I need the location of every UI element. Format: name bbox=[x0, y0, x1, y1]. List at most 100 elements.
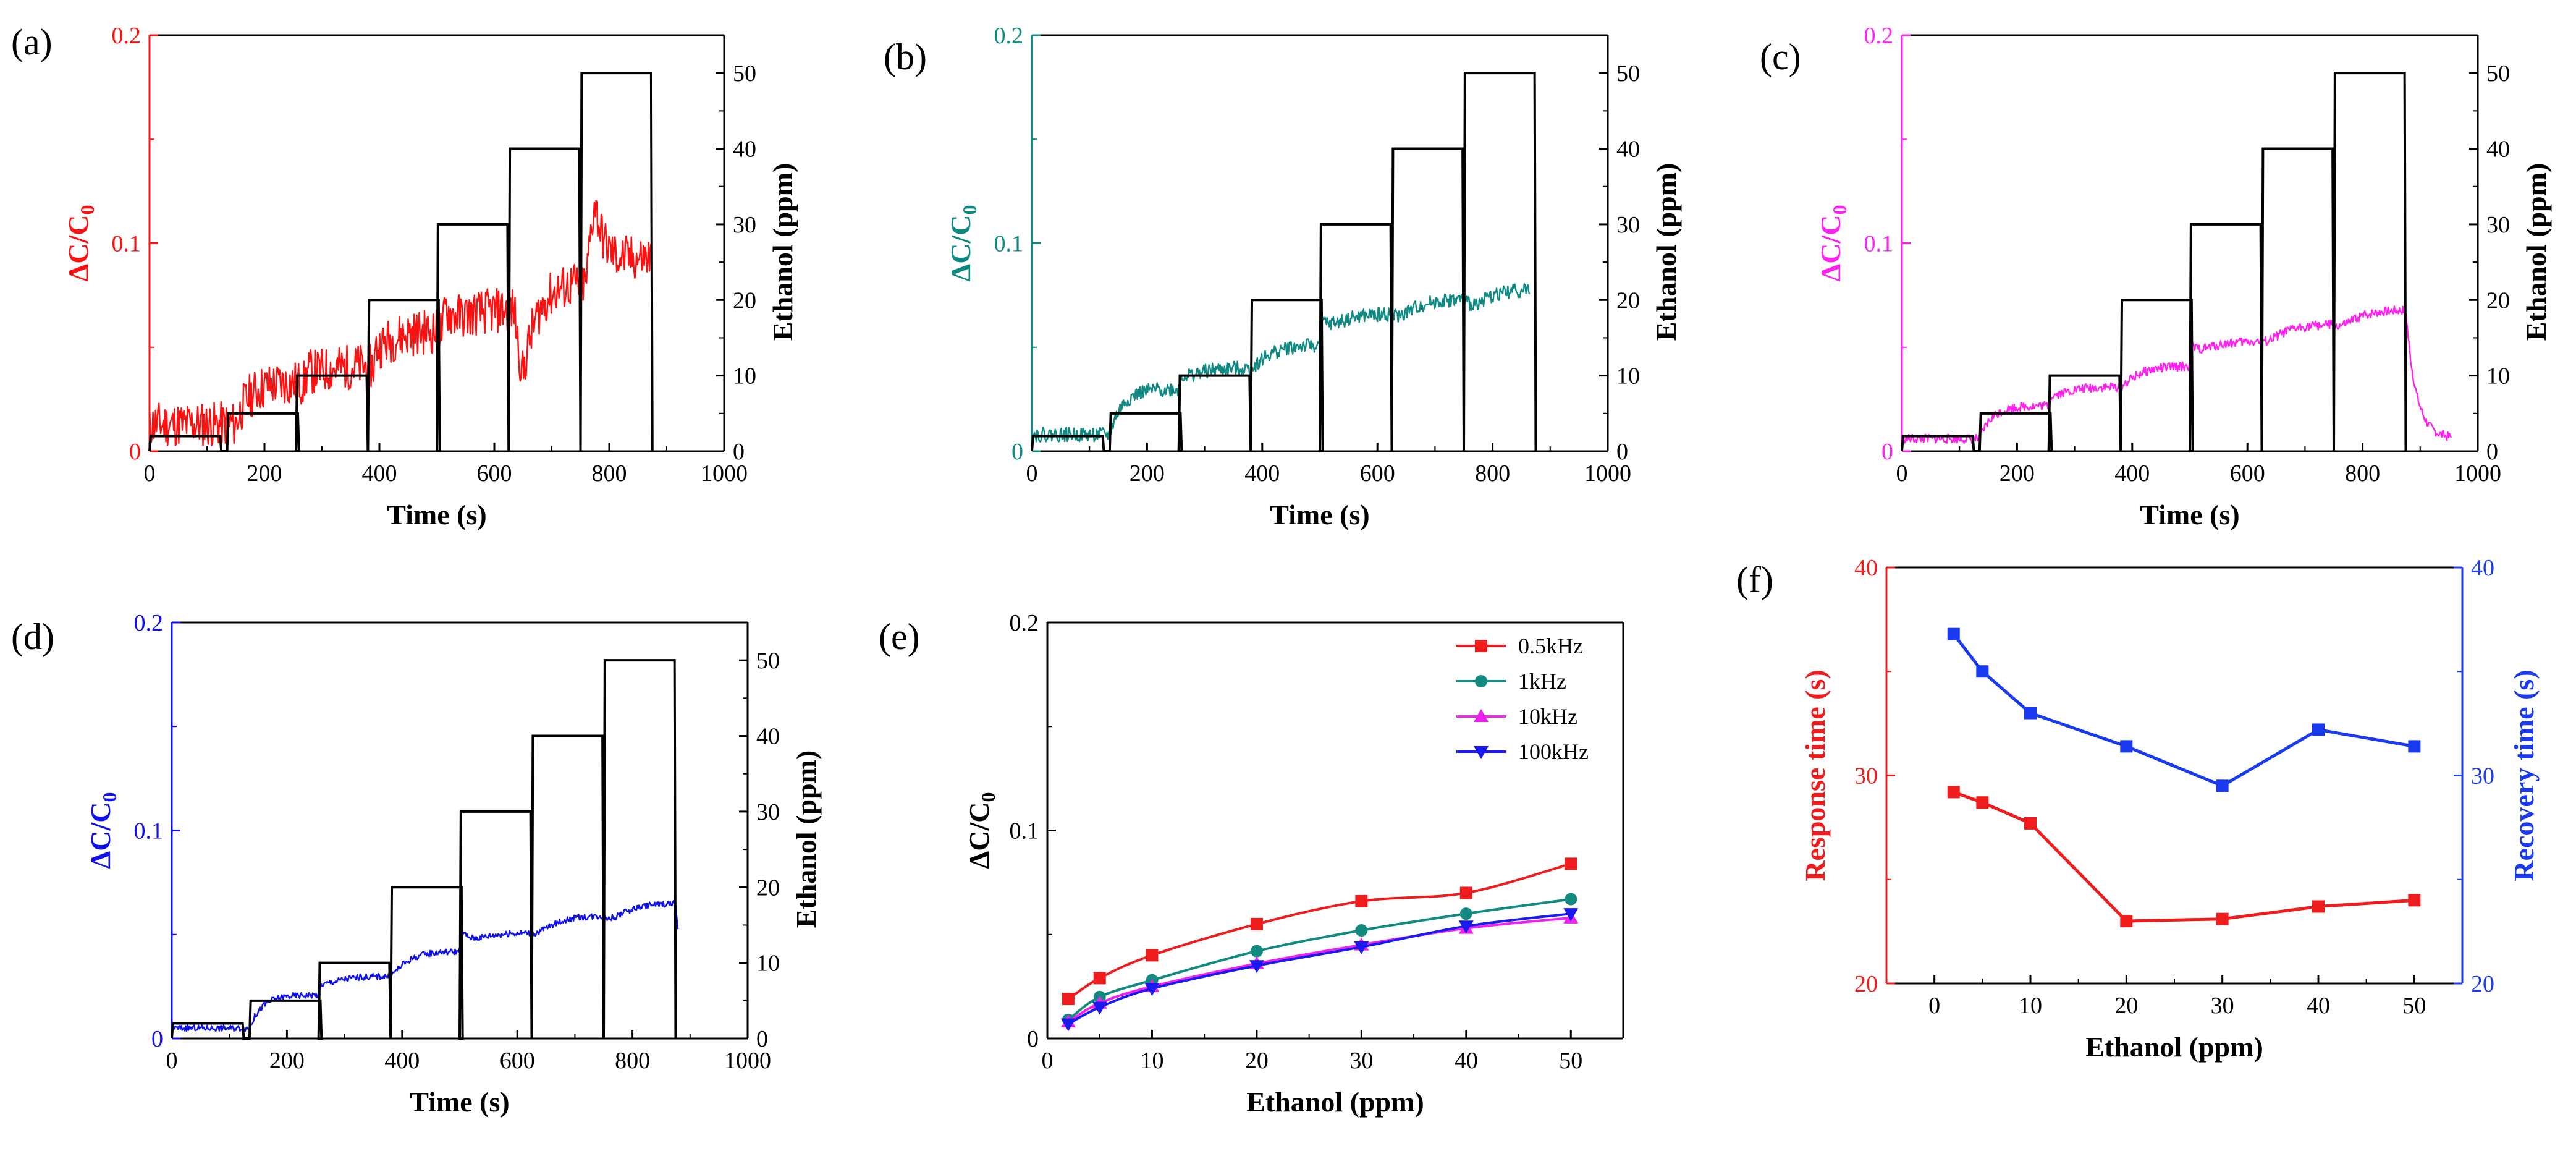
x-tick-label: 200 bbox=[269, 1048, 305, 1074]
legend: 0.5kHz 1kHz 10kHz 100kHz bbox=[1456, 634, 1589, 764]
y2-tick-label: 10 bbox=[1616, 363, 1640, 389]
x-tick-label: 0 bbox=[1042, 1048, 1054, 1074]
ylabel-subscript: 0 bbox=[98, 792, 120, 802]
ylabel-main: ΔC/C bbox=[62, 214, 94, 281]
y-axis-label: ΔC/C0 bbox=[62, 205, 98, 281]
ylabel-main: ΔC/C bbox=[945, 214, 976, 281]
x-tick-label: 800 bbox=[615, 1048, 650, 1074]
marker-triangle-down bbox=[1563, 908, 1579, 922]
y2-tick-label: 20 bbox=[733, 287, 756, 313]
y2-tick-label: 40 bbox=[2486, 137, 2510, 163]
chart-e: 0 10 20 30 40 50 0 0.1 0.2 Ethanol (ppm) 0.5kHz 1kH… bbox=[1010, 610, 1624, 1118]
y2-tick-label: 0 bbox=[756, 1026, 768, 1052]
series-response-time bbox=[1947, 786, 2421, 928]
x-tick-label: 40 bbox=[2307, 993, 2330, 1019]
concentration-step-line bbox=[171, 659, 677, 1040]
y2-tick-label: 40 bbox=[733, 137, 756, 163]
marker-square bbox=[2024, 817, 2037, 830]
x-tick-label: 400 bbox=[1244, 461, 1280, 486]
x-tick-label: 200 bbox=[2000, 461, 2035, 486]
legend-label: 0.5kHz bbox=[1518, 634, 1583, 658]
marker-square bbox=[2216, 912, 2229, 925]
marker-square bbox=[1355, 894, 1368, 907]
x-tick-label: 30 bbox=[1349, 1048, 1373, 1074]
y-tick-label: 0.1 bbox=[1010, 818, 1039, 844]
ylabel-main: ΔC/C bbox=[963, 802, 995, 869]
marker-square bbox=[2120, 915, 2133, 928]
x-axis-label: Time (s) bbox=[387, 499, 486, 530]
series-line bbox=[1952, 633, 2415, 788]
marker-square bbox=[2312, 900, 2325, 913]
ylabel-subscript: 0 bbox=[1828, 205, 1851, 214]
y-tick-label: 0.2 bbox=[994, 23, 1024, 49]
y2-tick-label: 50 bbox=[756, 648, 780, 674]
x-tick-label: 40 bbox=[1455, 1048, 1478, 1074]
x-tick-label: 1000 bbox=[1584, 461, 1631, 486]
y2-tick-label: 10 bbox=[756, 951, 780, 977]
y2-tick-label: 40 bbox=[2471, 555, 2494, 581]
x-tick-label: 1000 bbox=[701, 461, 748, 486]
y-tick-label: 0.2 bbox=[112, 23, 141, 49]
panel-label-e: (e) bbox=[879, 616, 920, 657]
y2-tick-label: 10 bbox=[2486, 363, 2510, 389]
series-line bbox=[1953, 791, 2415, 923]
series-100kHz bbox=[1060, 908, 1579, 1032]
x-tick-label: 10 bbox=[1140, 1048, 1163, 1074]
x-tick-label: 50 bbox=[2402, 993, 2426, 1019]
y-tick-label: 20 bbox=[1854, 971, 1878, 997]
x-tick-label: 1000 bbox=[2454, 461, 2501, 486]
marker-triangle-down bbox=[1144, 983, 1160, 996]
y-tick-label: 0 bbox=[1881, 439, 1893, 465]
y2-axis-label: Recovery time (s) bbox=[2508, 669, 2540, 881]
marker-triangle-up bbox=[1474, 709, 1489, 722]
chart-a: 0 200 400 600 800 100000.10.201020304050Time … bbox=[112, 23, 799, 530]
y2-tick-label: 50 bbox=[733, 61, 756, 87]
marker-square bbox=[1565, 857, 1577, 870]
x-tick-label: 400 bbox=[2114, 461, 2150, 486]
concentration-step-line bbox=[148, 72, 654, 452]
series-recovery-time bbox=[1947, 627, 2421, 792]
y-tick-label: 0.1 bbox=[1864, 231, 1894, 257]
marker-square bbox=[2408, 894, 2421, 907]
x-axis-label: Time (s) bbox=[410, 1086, 509, 1118]
y-tick-label: 0.1 bbox=[134, 818, 164, 844]
x-tick-label: 1000 bbox=[724, 1048, 771, 1074]
y-tick-label: 0.1 bbox=[994, 231, 1024, 257]
y2-axis-label: Ethanol (ppm) bbox=[767, 163, 798, 341]
x-tick-label: 400 bbox=[362, 461, 397, 486]
legend-label: 10kHz bbox=[1518, 704, 1577, 729]
marker-circle bbox=[1250, 945, 1263, 958]
x-tick-label: 600 bbox=[500, 1048, 535, 1074]
marker-circle bbox=[1459, 907, 1472, 920]
y-tick-label: 30 bbox=[1854, 763, 1878, 789]
series-line bbox=[1067, 916, 1571, 1023]
x-tick-label: 200 bbox=[247, 461, 282, 486]
marker-square bbox=[2024, 707, 2037, 720]
y2-tick-label: 50 bbox=[2486, 61, 2510, 87]
x-tick-label: 400 bbox=[384, 1048, 420, 1074]
y2-tick-label: 20 bbox=[1616, 287, 1640, 313]
x-axis-label: Ethanol (ppm) bbox=[2085, 1031, 2263, 1063]
ylabel-main: ΔC/C bbox=[1815, 214, 1846, 281]
marker-square bbox=[1976, 796, 1989, 809]
x-tick-label: 20 bbox=[1245, 1048, 1269, 1074]
x-tick-label: 30 bbox=[2211, 993, 2234, 1019]
marker-square bbox=[1146, 949, 1159, 962]
panel-label-f: (f) bbox=[1736, 559, 1773, 600]
y2-tick-label: 20 bbox=[756, 875, 780, 901]
x-tick-label: 800 bbox=[592, 461, 627, 486]
marker-square bbox=[1062, 993, 1075, 1006]
marker-triangle-down bbox=[1092, 1001, 1107, 1015]
y2-tick-label: 40 bbox=[1616, 137, 1640, 163]
marker-square bbox=[1475, 640, 1487, 652]
x-tick-label: 800 bbox=[1475, 461, 1510, 486]
series-10kHz bbox=[1060, 910, 1579, 1028]
panel-label-b: (b) bbox=[884, 36, 927, 77]
y-tick-label: 40 bbox=[1854, 555, 1878, 581]
ylabel-subscript: 0 bbox=[977, 792, 999, 802]
marker-square bbox=[1947, 627, 1960, 640]
marker-circle bbox=[1475, 675, 1487, 687]
y-axis-label: Response time (s) bbox=[1799, 669, 1831, 881]
y-tick-label: 0 bbox=[129, 439, 141, 465]
